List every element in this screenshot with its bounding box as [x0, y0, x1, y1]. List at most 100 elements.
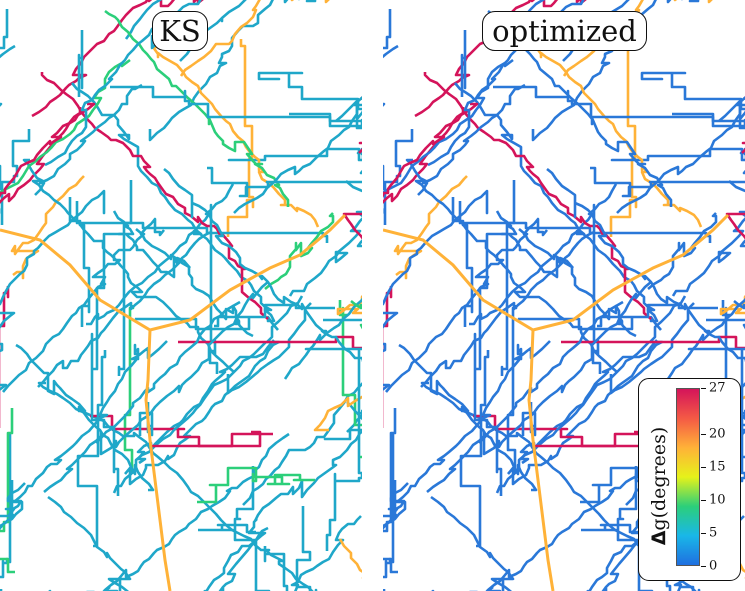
grain-boundary-segment — [616, 466, 654, 591]
grain-boundary-segment — [383, 9, 392, 191]
grain-boundary-segment — [325, 347, 362, 551]
grain-boundary-segment — [671, 147, 745, 297]
grain-boundary-segment — [205, 518, 267, 591]
colorbar-title-symbol: Δ — [648, 530, 670, 546]
grain-boundary-segment — [0, 286, 10, 428]
grain-boundary-segment — [148, 0, 317, 142]
colorbar-tick-label: 27 — [709, 380, 726, 396]
grain-boundary-segment — [207, 166, 362, 198]
high-misorientation-boundary — [0, 213, 347, 332]
grain-boundary-segment — [203, 526, 269, 591]
grain-boundary-segment — [323, 411, 362, 441]
grain-boundary-segment — [0, 107, 82, 204]
grain-boundary-segment — [135, 228, 254, 338]
grain-boundary-segment — [398, 343, 538, 492]
colorbar-tick-label: 0 — [709, 558, 718, 574]
grain-boundary-segment — [546, 167, 745, 362]
grain-boundary-segment — [163, 167, 362, 362]
grain-boundary-segment — [517, 317, 634, 331]
colorbar-tick-label: 10 — [709, 492, 726, 508]
grain-boundary-segment — [0, 102, 96, 198]
colorbar-tick-label: 5 — [709, 525, 718, 541]
grain-boundary-segment — [295, 506, 318, 591]
colorbar-tick-mark — [701, 500, 706, 502]
grain-boundary-segment — [385, 217, 549, 393]
grain-boundary-segment — [253, 430, 362, 522]
grain-boundary-segment — [75, 201, 329, 243]
grain-boundary-segment — [431, 585, 502, 591]
colorbar-tick-mark — [701, 566, 706, 567]
grain-boundary-segment — [90, 332, 120, 496]
grain-boundary-segment — [0, 433, 12, 591]
grain-boundary-segment — [124, 295, 304, 486]
grain-boundary-segment — [534, 32, 703, 228]
grain-boundary-segment — [214, 303, 335, 328]
colorbar-tick-mark — [701, 533, 706, 535]
grain-boundary-segment — [500, 180, 516, 376]
grain-boundary-segment — [150, 432, 273, 448]
grain-boundary-segment — [383, 189, 489, 391]
grain-boundary-segment — [198, 523, 256, 534]
grain-boundary-segment — [405, 158, 618, 373]
grain-boundary-segment — [48, 585, 119, 591]
colorbar-title-text: g(degrees) — [648, 426, 670, 531]
grain-boundary-segment — [383, 433, 395, 591]
grain-boundary-segment — [117, 180, 133, 376]
grain-boundary-segment — [506, 305, 518, 474]
grain-boundary-segment — [263, 546, 289, 591]
grain-boundary-segment — [473, 332, 503, 496]
grain-boundary-segment — [304, 347, 362, 362]
grain-boundary-segment — [383, 286, 393, 428]
grain-boundary-segment — [290, 515, 362, 591]
ks-map-panel: KS — [0, 0, 362, 591]
grain-boundary-segment — [123, 305, 135, 474]
grain-boundary-segment — [242, 382, 362, 506]
grain-boundary-segment — [610, 147, 745, 162]
grain-boundary-segment — [393, 175, 468, 280]
grain-boundary-segment — [590, 166, 745, 198]
grain-boundary-segment — [110, 85, 362, 128]
grain-boundary-segment — [597, 303, 718, 328]
grain-boundary-segment — [533, 432, 656, 448]
grain-boundary-segment — [687, 347, 745, 362]
grain-boundary-segment — [342, 96, 362, 240]
high-misorientation-boundary — [527, 329, 555, 591]
grain-boundary-segment — [725, 96, 745, 240]
grain-boundary-segment — [0, 189, 106, 391]
grain-boundary-segment — [640, 71, 745, 111]
grain-boundary-segment — [151, 32, 320, 228]
grain-boundary-segment — [647, 212, 718, 290]
high-misorientation-boundary — [144, 329, 172, 591]
colorbar-tick-label: 15 — [709, 459, 726, 475]
colorbar-tick-mark — [701, 467, 706, 469]
grain-boundary-segment — [383, 102, 479, 198]
grain-boundary-segment — [76, 350, 107, 548]
grain-boundary-segment — [77, 30, 84, 97]
grain-boundary-segment — [0, 58, 131, 195]
grain-boundary-segment — [383, 480, 397, 518]
grain-boundary-segment — [233, 466, 271, 591]
grain-boundary-segment — [459, 350, 490, 548]
high-misorientation-boundary — [383, 213, 730, 332]
grain-boundary-segment — [454, 82, 662, 331]
grain-boundary-segment — [22, 158, 235, 373]
grain-boundary-segment — [478, 300, 624, 444]
grain-boundary-segment — [0, 408, 15, 574]
grain-boundary-segment — [0, 9, 9, 191]
grain-boundary-segment — [95, 300, 241, 444]
grain-boundary-segment — [289, 112, 362, 130]
optimized-map-panel: optimized — [383, 0, 745, 591]
ks-grain-boundary-map — [0, 0, 362, 591]
grain-boundary-segment — [361, 409, 362, 413]
grain-boundary-segment — [383, 58, 514, 195]
grain-boundary-segment — [197, 466, 315, 504]
grain-boundary-segment — [226, 302, 312, 395]
grain-boundary-segment — [112, 210, 191, 279]
grain-boundary-segment — [257, 71, 362, 111]
grain-boundary-segment — [586, 526, 652, 591]
grain-boundary-segment — [493, 85, 745, 128]
grain-boundary-segment — [417, 83, 526, 196]
grain-boundary-segment — [313, 294, 362, 432]
